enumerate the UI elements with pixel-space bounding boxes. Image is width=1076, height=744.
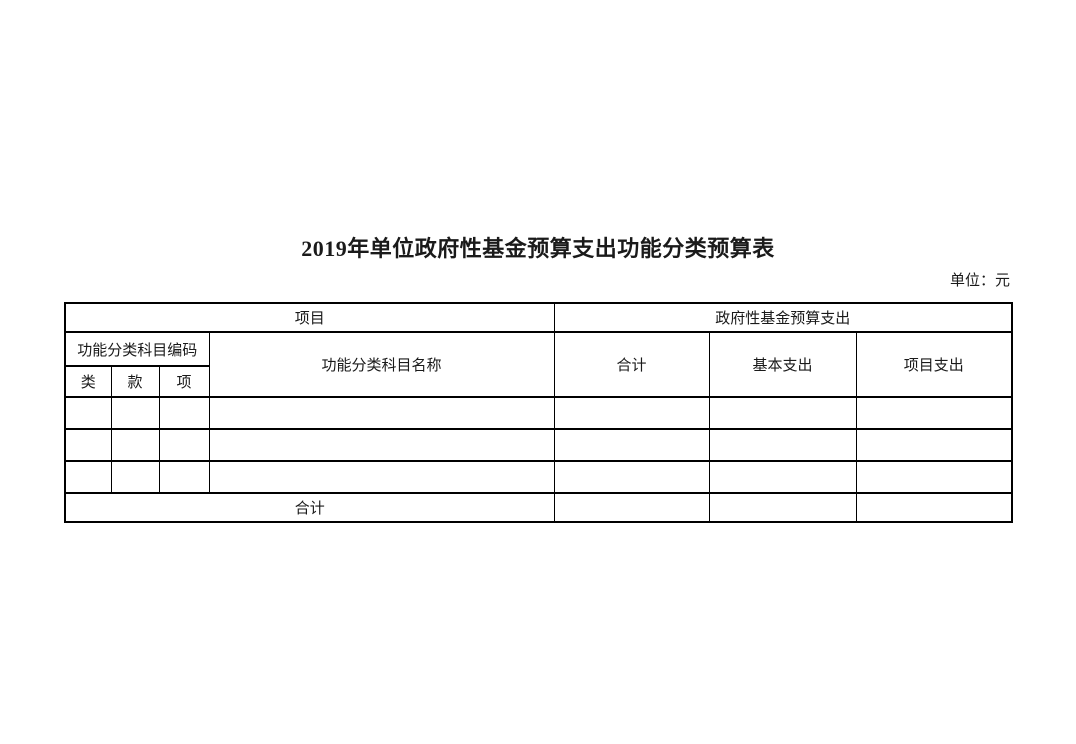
table-row <box>64 460 1013 494</box>
table-cell <box>64 428 112 462</box>
header-col-class: 类 <box>64 365 112 398</box>
header-row-sub: 类 款 项 <box>64 365 1012 398</box>
header-col-total: 合计 <box>553 331 710 398</box>
table-cell <box>110 460 160 494</box>
header-row-code: 功能分类科目编码 功能分类科目名称 合计 基本支出 项目支出 <box>64 331 1013 398</box>
table-cell <box>110 428 160 462</box>
footer-total-cell <box>855 492 1013 523</box>
footer-total-cell <box>553 492 710 523</box>
footer-total-cell <box>708 492 857 523</box>
header-col-name: 功能分类科目名称 <box>208 331 555 398</box>
table-cell <box>208 460 555 494</box>
table-cell <box>64 460 112 494</box>
budget-table: 项目 政府性基金预算支出 功能分类科目编码 功能分类科目名称 合计 基本支出 项… <box>64 302 1014 523</box>
table-cell <box>855 460 1013 494</box>
page-title: 2019年单位政府性基金预算支出功能分类预算表 <box>301 236 775 261</box>
table-cell <box>158 460 210 494</box>
table-cell <box>208 396 555 430</box>
footer-total-label: 合计 <box>64 492 555 523</box>
header-row-groups: 项目 政府性基金预算支出 <box>64 302 1013 333</box>
unit-label: 单位：元 <box>949 273 1010 289</box>
header-col-project-expenditure: 项目支出 <box>855 331 1013 398</box>
header-col-basic-expenditure: 基本支出 <box>708 331 857 398</box>
header-col-section: 款 <box>110 365 160 398</box>
table-cell <box>708 460 857 494</box>
header-col-item: 项 <box>158 365 210 398</box>
header-code-group: 功能分类科目编码 <box>64 331 210 367</box>
table-cell <box>708 428 857 462</box>
table-cell <box>855 396 1013 430</box>
table-cell <box>855 428 1013 462</box>
table-cell <box>110 396 160 430</box>
table-cell <box>553 460 710 494</box>
header-project-group: 项目 <box>64 302 555 333</box>
table-cell <box>208 428 555 462</box>
table-cell <box>553 428 710 462</box>
table-cell <box>64 396 112 430</box>
table-cell <box>553 396 710 430</box>
table-row <box>64 428 1013 462</box>
table-row <box>64 396 1013 430</box>
table-cell <box>158 428 210 462</box>
table-cell <box>708 396 857 430</box>
header-expenditure-group: 政府性基金预算支出 <box>553 302 1013 333</box>
table-cell <box>158 396 210 430</box>
footer-row: 合计 <box>64 492 1013 523</box>
